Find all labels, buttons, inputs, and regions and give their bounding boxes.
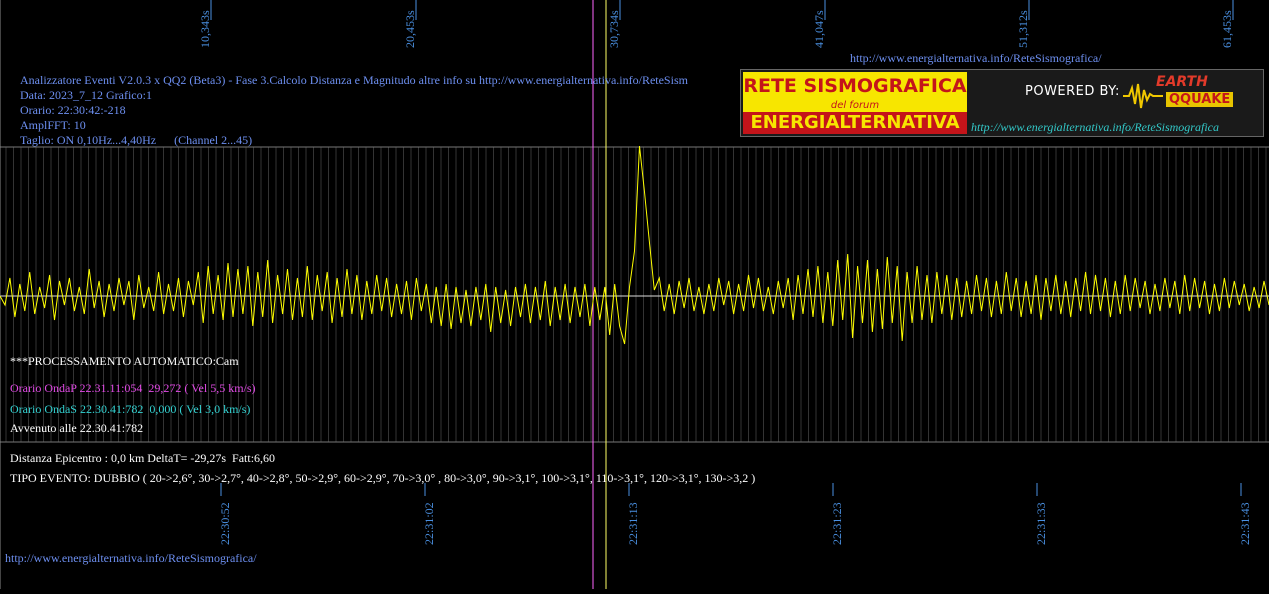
top-tick-label: 10,343s [198, 10, 212, 48]
bottom-tick-label: 22:31:02 [422, 502, 436, 545]
date-line: Data: 2023_7_12 Grafico:1 [20, 88, 152, 102]
rete-sismografica-logo[interactable]: RETE SISMOGRAFICA del forum ENERGIALTERN… [740, 69, 1264, 137]
logo-powered-by: POWERED BY: [1025, 84, 1120, 99]
vertical-grid [5, 147, 1267, 442]
ampl-line: AmplFFT: 10 [20, 118, 86, 132]
bottom-tick-label: 22:31:33 [1034, 502, 1048, 545]
time-line: Orario: 22:30:42:-218 [20, 103, 126, 117]
logo-url[interactable]: http://www.energialternativa.info/ReteSi… [971, 120, 1219, 134]
logo-forum-text: del forum [743, 99, 967, 113]
logo-banner: RETE SISMOGRAFICA del forum ENERGIALTERN… [741, 70, 969, 136]
seismograph-icon [1123, 83, 1163, 109]
logo-earth-text: EARTH [1156, 74, 1208, 90]
top-tick-label: 51,312s [1016, 10, 1030, 48]
s-wave-time: Orario OndaS 22.30.41:782 0,000 ( Vel 3,… [10, 402, 251, 416]
seismic-trace [0, 145, 1269, 345]
logo-energialternativa-text: ENERGIALTERNATIVA [743, 112, 967, 134]
p-wave-time: Orario OndaP 22.31.11:054 29,272 ( Vel 5… [10, 381, 256, 395]
epicenter-distance: Distanza Epicentro : 0,0 km DeltaT= -29,… [10, 451, 276, 465]
event-type: TIPO EVENTO: DUBBIO ( 20->2,6°, 30->2,7°… [10, 471, 756, 485]
analyzer-title: Analizzatore Eventi V2.0.3 x QQ2 (Beta3)… [20, 73, 688, 87]
top-tick-label: 20,453s [403, 10, 417, 48]
footer-url[interactable]: http://www.energialternativa.info/ReteSi… [5, 551, 257, 565]
top-url[interactable]: http://www.energialternativa.info/ReteSi… [850, 51, 1102, 65]
filter-line: Taglio: ON 0,10Hz...4,40Hz (Channel 2...… [20, 133, 253, 147]
top-tick-label: 41,047s [812, 10, 826, 48]
logo-rete-text: RETE SISMOGRAFICA [743, 72, 967, 100]
bottom-tick-label: 22:31:43 [1238, 502, 1252, 545]
top-tick-label: 61,453s [1220, 10, 1234, 48]
processing-status: ***PROCESSAMENTO AUTOMATICO:Cam [10, 354, 239, 368]
event-time: Avvenuto alle 22.30.41:782 [10, 421, 144, 435]
bottom-tick-label: 22:31:13 [626, 502, 640, 545]
logo-qquake-text: QQUAKE [1166, 92, 1234, 107]
bottom-tick-label: 22:31:23 [830, 502, 844, 545]
top-tick-label: 30,734s [607, 10, 621, 48]
bottom-tick-label: 22:30:52 [218, 502, 232, 545]
tick-marks [210, 0, 1242, 496]
